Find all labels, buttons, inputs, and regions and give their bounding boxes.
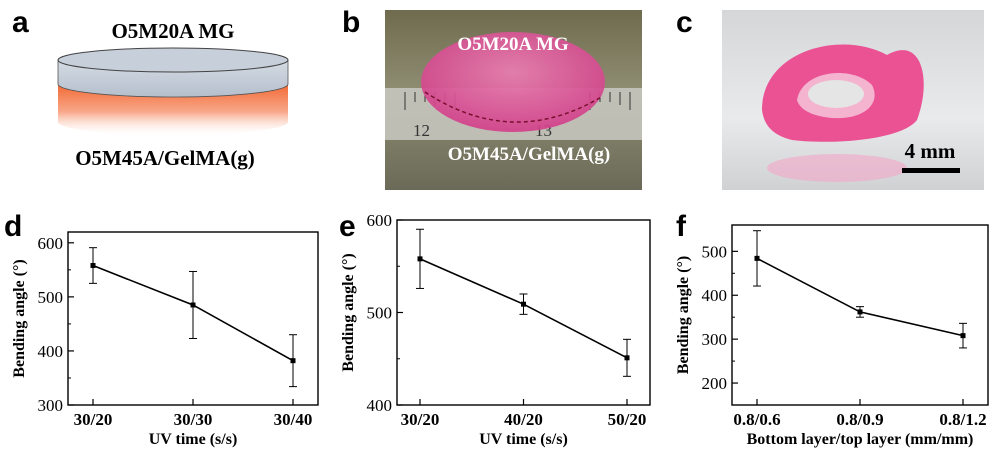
chart-e-data-point	[417, 256, 423, 262]
panel-c-photo: 4 mm	[722, 10, 984, 190]
chart-e-ylabel: Bending angle (°)	[340, 253, 357, 371]
chart-d-ytick-label: 300	[38, 396, 64, 415]
chart-f: 200 300 400 500 0.8/0.6 0.8/0.9 0.8/1.2 Bottom …	[675, 224, 989, 448]
gel-disk	[421, 32, 605, 132]
chart-e-ytick-label: 400	[367, 396, 393, 415]
chart-e-xtick-label: 40/20	[504, 410, 543, 429]
panel-letter-b: b	[342, 6, 361, 39]
layer-boundary	[424, 91, 604, 123]
disk-top-face	[57, 47, 289, 73]
panel-b-photo: 12 13 O5M20A MG O5M45A/GelMA(g)	[385, 10, 642, 190]
chart-d-xtick-label: 30/40	[274, 410, 313, 429]
panel-letter-c: c	[676, 6, 693, 39]
chart-d-data-point	[190, 302, 196, 308]
chart-f-data-point	[754, 255, 760, 261]
chart-e-data-point	[624, 355, 630, 361]
chart-e-xtick-label: 30/20	[401, 410, 440, 429]
chart-e: 400 500 600 30/20 40/20 50/20 UV time (s/s) Ben…	[340, 211, 651, 448]
scale-bar-label: 4 mm	[905, 139, 956, 163]
chart-d-xlabel: UV time (s/s)	[149, 431, 238, 448]
panel-b-bottom-label: O5M45A/GelMA(g)	[448, 144, 611, 165]
chart-d-data-point	[290, 358, 296, 364]
panel-letter-d: d	[4, 210, 23, 243]
panel-b-top-label: O5M20A MG	[457, 34, 569, 55]
chart-d-xtick-label: 30/20	[74, 410, 113, 429]
chart-d-xtick-label: 30/30	[174, 410, 213, 429]
panel-a-schematic: O5M20A MG O5M45A/GelMA(g)	[57, 19, 289, 170]
chart-d-ytick-label: 400	[38, 342, 64, 361]
chart-f-ylabel: Bending angle (°)	[675, 256, 692, 374]
ruler-number-12: 12	[413, 121, 430, 140]
chart-e-ytick-label: 500	[367, 304, 393, 323]
chart-f-ytick-label: 300	[702, 330, 728, 349]
chart-f-xtick-label: 0.8/1.2	[939, 410, 986, 429]
disk-bottom-layer	[58, 84, 288, 135]
panel-a-bottom-label: O5M45A/GelMA(g)	[75, 146, 255, 170]
panel-a-top-label: O5M20A MG	[111, 19, 234, 43]
chart-f-data-point	[857, 309, 863, 315]
chart-f-ytick-label: 400	[702, 286, 728, 305]
panel-letter-a: a	[12, 6, 29, 39]
chart-d-ytick-label: 600	[38, 234, 64, 253]
chart-f-xtick-label: 0.8/0.9	[836, 410, 883, 429]
chart-d-data-point	[90, 263, 96, 269]
scale-bar	[902, 168, 960, 173]
chart-e-ytick-label: 600	[367, 211, 393, 230]
chart-e-xtick-label: 50/20	[608, 410, 647, 429]
panel-letter-f: f	[676, 210, 686, 243]
chart-f-series-line	[756, 257, 964, 337]
gel-reflection	[767, 154, 907, 182]
chart-f-xtick-label: 0.8/0.6	[733, 410, 780, 429]
chart-f-data-point	[960, 333, 966, 339]
panel-letter-e: e	[339, 210, 356, 243]
chart-d-ylabel: Bending angle (°)	[11, 259, 28, 377]
chart-e-xlabel: UV time (s/s)	[479, 431, 568, 448]
chart-f-ytick-label: 200	[702, 374, 728, 393]
rolled-gel-hole	[808, 80, 864, 108]
chart-d-ytick-label: 500	[38, 288, 64, 307]
chart-f-ytick-label: 500	[702, 242, 728, 261]
chart-e-data-point	[521, 301, 526, 307]
chart-d: 300 400 500 600 30/20 30/30 30/40 UV time (s/s)…	[11, 231, 319, 448]
chart-f-xlabel: Bottom layer/top layer (mm/mm)	[747, 431, 974, 448]
